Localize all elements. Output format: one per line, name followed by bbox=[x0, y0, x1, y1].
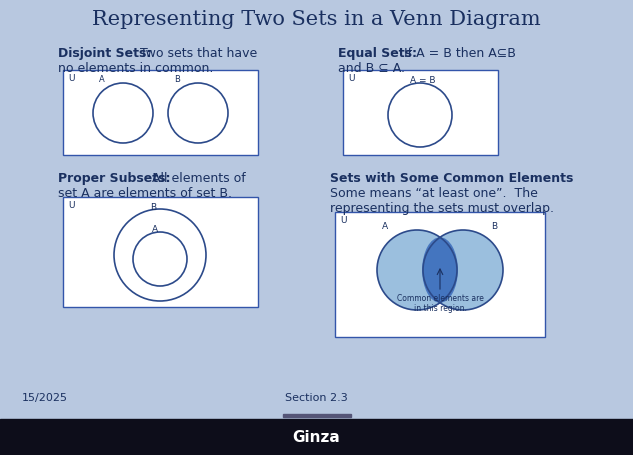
Text: A: A bbox=[382, 222, 388, 231]
FancyBboxPatch shape bbox=[343, 70, 498, 155]
Text: no elements in common.: no elements in common. bbox=[58, 62, 213, 75]
Text: Disjoint Sets:: Disjoint Sets: bbox=[58, 47, 151, 60]
Text: Some means “at least one”.  The: Some means “at least one”. The bbox=[330, 187, 538, 200]
Text: U: U bbox=[340, 216, 346, 225]
Text: Equal Sets:: Equal Sets: bbox=[338, 47, 417, 60]
Text: U: U bbox=[348, 74, 354, 83]
Text: All elements of: All elements of bbox=[148, 172, 246, 185]
Text: B: B bbox=[491, 222, 497, 231]
Text: A: A bbox=[152, 225, 158, 234]
Text: Ginza: Ginza bbox=[292, 430, 340, 445]
Text: Section 2.3: Section 2.3 bbox=[285, 393, 348, 403]
Text: A = B: A = B bbox=[410, 76, 436, 85]
Ellipse shape bbox=[422, 237, 458, 303]
Text: If A = B then A⊆B: If A = B then A⊆B bbox=[400, 47, 516, 60]
Text: Proper Subsets:: Proper Subsets: bbox=[58, 172, 170, 185]
Text: Common elements are
in this region.: Common elements are in this region. bbox=[396, 294, 484, 313]
Text: B: B bbox=[150, 203, 156, 212]
Circle shape bbox=[423, 230, 503, 310]
Text: representing the sets must overlap.: representing the sets must overlap. bbox=[330, 202, 554, 215]
Text: and B ⊆ A.: and B ⊆ A. bbox=[338, 62, 405, 75]
FancyBboxPatch shape bbox=[335, 212, 545, 337]
Text: B: B bbox=[174, 75, 180, 84]
Text: Two sets that have: Two sets that have bbox=[136, 47, 257, 60]
Text: U: U bbox=[68, 74, 75, 83]
Text: Sets with Some Common Elements: Sets with Some Common Elements bbox=[330, 172, 573, 185]
Text: A: A bbox=[99, 75, 104, 84]
FancyBboxPatch shape bbox=[63, 70, 258, 155]
Bar bbox=[283, 414, 351, 417]
Text: Representing Two Sets in a Venn Diagram: Representing Two Sets in a Venn Diagram bbox=[92, 10, 541, 29]
Circle shape bbox=[377, 230, 457, 310]
Text: set A are elements of set B.: set A are elements of set B. bbox=[58, 187, 232, 200]
Bar bbox=[0, 419, 633, 455]
Text: U: U bbox=[68, 201, 75, 210]
Text: 15/2025: 15/2025 bbox=[22, 393, 68, 403]
FancyBboxPatch shape bbox=[63, 197, 258, 307]
